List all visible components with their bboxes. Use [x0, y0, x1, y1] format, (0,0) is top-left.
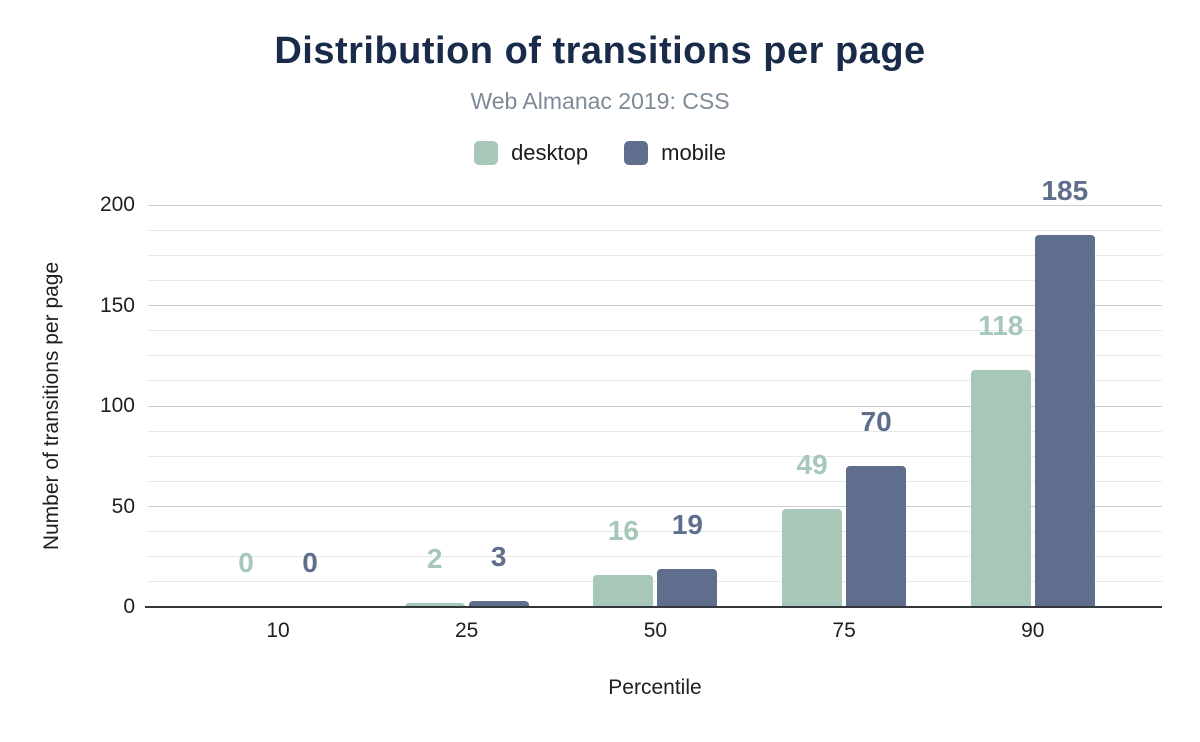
minor-gridline-12.5: [148, 581, 1162, 583]
bar-mobile-p75[interactable]: [846, 466, 907, 607]
minor-gridline-25: [148, 556, 1162, 558]
mobile-swatch-icon: [624, 141, 649, 165]
bar-desktop-p25[interactable]: [404, 602, 465, 607]
x-axis-title: Percentile: [608, 676, 702, 699]
chart-subtitle: Web Almanac 2019: CSS: [470, 88, 730, 114]
x-tick-label-50: 50: [643, 619, 668, 642]
x-tick-label-10: 10: [266, 619, 290, 642]
minor-gridline-187.5: [148, 229, 1162, 231]
bar-label-mobile-p25: 3: [490, 540, 507, 572]
minor-gridline-62.5: [148, 480, 1162, 482]
desktop-swatch-icon: [474, 141, 499, 165]
bar-label-mobile-p75: 70: [860, 406, 892, 438]
y-tick-label-50: 50: [111, 494, 135, 518]
y-tick-label-0: 0: [123, 595, 135, 618]
bar-desktop-p75[interactable]: [782, 508, 843, 607]
major-gridline-200: [148, 204, 1162, 206]
bar-label-desktop-p25: 2: [426, 542, 443, 574]
x-tick-label-25: 25: [455, 619, 479, 642]
bar-mobile-p50[interactable]: [657, 568, 718, 607]
minor-gridline-137.5: [148, 330, 1162, 332]
chart-title: Distribution of transitions per page: [274, 30, 926, 72]
bar-label-desktop-p75: 49: [796, 448, 828, 480]
y-tick-label-100: 100: [99, 394, 135, 417]
minor-gridline-37.5: [148, 531, 1162, 533]
legend-item-mobile[interactable]: mobile: [624, 140, 726, 166]
y-tick-label-200: 200: [99, 193, 135, 216]
bar-label-desktop-p10: 0: [238, 547, 254, 578]
desktop-legend-label: desktop: [511, 140, 589, 165]
bar-label-mobile-p90: 185: [1041, 175, 1089, 207]
bar-mobile-p25[interactable]: [468, 600, 529, 607]
mobile-legend-label: mobile: [661, 140, 726, 165]
bar-desktop-p90[interactable]: [970, 369, 1031, 607]
bar-desktop-p50[interactable]: [593, 574, 654, 607]
bar-label-mobile-p50: 19: [671, 508, 703, 540]
minor-gridline-125: [148, 355, 1162, 357]
minor-gridline-112.5: [148, 380, 1162, 382]
bar-label-mobile-p10: 0: [302, 547, 318, 578]
x-tick-label-90: 90: [1021, 619, 1045, 642]
minor-gridline-162.5: [148, 279, 1162, 281]
major-gridline-100: [148, 405, 1162, 407]
x-axis-line: [145, 606, 1162, 608]
minor-gridline-175: [148, 254, 1162, 256]
minor-gridline-75: [148, 455, 1162, 457]
minor-gridline-87.5: [148, 430, 1162, 432]
major-gridline-150: [148, 305, 1162, 306]
legend: desktop mobile: [0, 140, 1200, 166]
bar-label-desktop-p90: 118: [978, 309, 1024, 341]
bar-mobile-p90[interactable]: [1034, 235, 1095, 607]
x-tick-label-75: 75: [832, 619, 856, 642]
y-tick-label-150: 150: [99, 293, 135, 317]
major-gridline-50: [148, 506, 1162, 507]
bar-label-desktop-p50: 16: [607, 514, 639, 546]
legend-item-desktop[interactable]: desktop: [474, 140, 588, 166]
plot-area: 0 0 2 3 16 19 49 70 118 185: [145, 177, 1162, 608]
